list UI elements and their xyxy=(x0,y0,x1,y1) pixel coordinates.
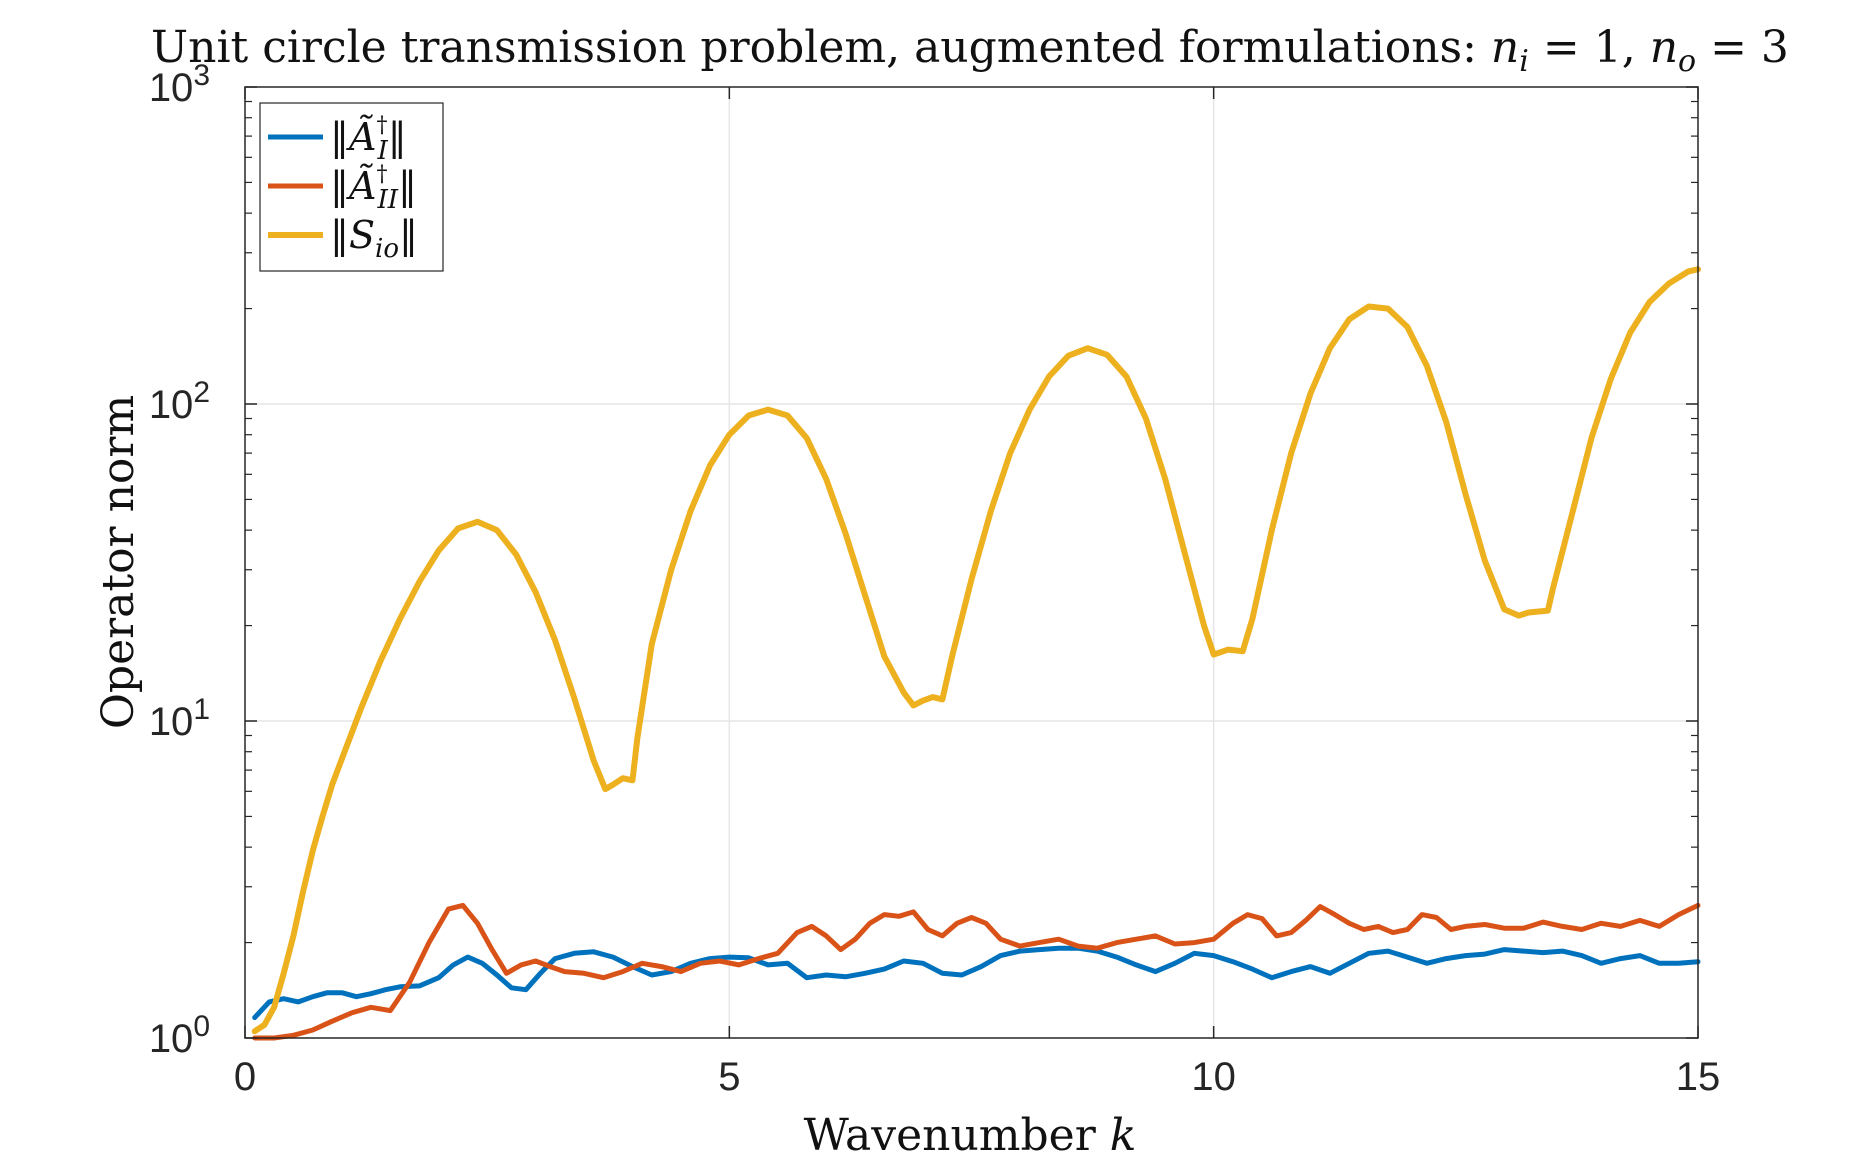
legend-symbol: Ã xyxy=(346,115,376,159)
legend-subscript: II xyxy=(376,185,398,215)
legend-symbol: Ã xyxy=(346,164,376,208)
x-tick-label: 5 xyxy=(718,1055,740,1099)
legend-norm-right: ‖ xyxy=(398,164,417,208)
title-sub-i: i xyxy=(1519,44,1529,79)
chart: Unit circle transmission problem, augmen… xyxy=(0,0,1875,1172)
legend-norm-left: ‖ xyxy=(330,213,349,257)
title-eq-one: = 1, xyxy=(1529,22,1650,73)
chart-title: Unit circle transmission problem, augmen… xyxy=(151,22,1789,79)
y-tick-label-base: 10 xyxy=(149,383,194,427)
y-tick-label-base: 10 xyxy=(149,66,194,110)
legend-norm-left: ‖ xyxy=(330,115,349,159)
y-tick-label: 103 xyxy=(149,59,210,110)
y-tick-label: 100 xyxy=(149,1010,210,1061)
legend: ‖Ã† I‖‖Ã† II‖‖Sio‖ xyxy=(260,103,443,271)
title-n-o-symbol: n xyxy=(1650,22,1678,73)
legend-norm-left: ‖ xyxy=(330,164,349,208)
legend-subscript: io xyxy=(375,234,399,264)
y-tick-label-exponent: 3 xyxy=(193,59,210,92)
legend-label: ‖Ã† I‖ xyxy=(330,113,407,166)
x-axis-label: Wavenumber k xyxy=(804,1110,1137,1161)
legend-norm-right: ‖ xyxy=(399,213,418,257)
y-tick-label-base: 10 xyxy=(149,1017,194,1061)
legend-superscript: † xyxy=(376,113,387,138)
legend-label: ‖Ã† II‖ xyxy=(330,162,417,215)
title-sub-o: o xyxy=(1678,44,1696,79)
plot-area xyxy=(245,87,1698,1038)
title-prefix: Unit circle transmission problem, augmen… xyxy=(151,22,1491,73)
y-axis-label: Operator norm xyxy=(93,395,144,729)
y-tick-label-exponent: 0 xyxy=(193,1010,210,1043)
x-tick-label: 0 xyxy=(234,1055,256,1099)
x-tick-label: 15 xyxy=(1676,1055,1721,1099)
x-tick-label: 10 xyxy=(1191,1055,1236,1099)
x-axis-label-var: k xyxy=(1110,1110,1137,1161)
y-tick-label: 102 xyxy=(149,376,210,427)
title-eq-three: = 3 xyxy=(1696,22,1789,73)
y-tick-label-exponent: 1 xyxy=(193,693,210,726)
y-tick-label-base: 10 xyxy=(149,700,194,744)
legend-symbol: S xyxy=(349,213,375,257)
title-n-i-symbol: n xyxy=(1491,22,1519,73)
legend-norm-right: ‖ xyxy=(388,115,407,159)
legend-superscript: † xyxy=(376,162,387,187)
y-tick-label-exponent: 2 xyxy=(193,376,210,409)
y-tick-label: 101 xyxy=(149,693,210,744)
x-axis-label-text: Wavenumber xyxy=(804,1110,1097,1161)
legend-label: ‖Sio‖ xyxy=(330,213,418,264)
